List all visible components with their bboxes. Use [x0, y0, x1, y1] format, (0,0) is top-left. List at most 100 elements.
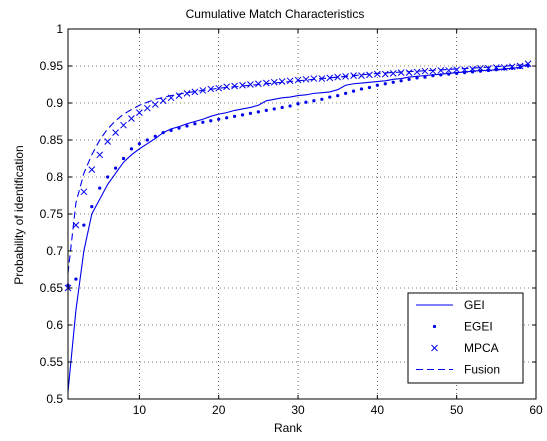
egei-point [455, 71, 459, 75]
egei-point [225, 116, 229, 120]
egei-point [375, 83, 379, 87]
mpca-point [215, 84, 223, 92]
mpca-point [310, 75, 318, 82]
mpca-point [231, 82, 238, 90]
series [64, 60, 532, 392]
egei-point [74, 277, 78, 281]
mpca-point [437, 67, 445, 74]
egei-point [121, 156, 126, 161]
y-tick-label: 0.9 [46, 96, 63, 110]
mpca-point [302, 75, 310, 83]
y-tick-label: 0.55 [40, 355, 64, 369]
egei-point [336, 94, 340, 98]
egei-point [201, 120, 205, 124]
x-tick-label: 60 [529, 403, 543, 417]
egei-point [137, 142, 141, 146]
fusion-line [67, 63, 529, 274]
mpca-point [358, 72, 365, 79]
mpca-point [413, 68, 421, 76]
egei-point [145, 138, 149, 142]
legend-egei-swatch [432, 324, 437, 329]
x-tick-label: 30 [291, 403, 305, 417]
mpca-point [96, 151, 104, 159]
egei-point [383, 82, 387, 86]
egei-point [161, 131, 165, 135]
egei-point [264, 108, 268, 112]
mpca-point [191, 88, 199, 96]
egei-point [129, 147, 134, 151]
egei-point [463, 71, 467, 75]
mpca-point [159, 97, 167, 105]
series-fusion [67, 63, 529, 274]
egei-point [351, 89, 356, 93]
y-tick-label: 0.6 [46, 318, 63, 332]
mpca-point [524, 60, 532, 68]
legend-label-egei: EGEI [464, 320, 493, 334]
egei-point [304, 100, 308, 104]
y-tick-label: 0.7 [46, 244, 63, 258]
chart-title: Cumulative Match Characteristics [186, 7, 365, 21]
mpca-point [485, 64, 492, 72]
egei-point [367, 85, 372, 90]
x-tick-label: 40 [371, 403, 385, 417]
mpca-point [143, 104, 151, 112]
egei-point [177, 126, 181, 130]
egei-point [82, 223, 86, 227]
egei-point [415, 76, 419, 80]
mpca-point [104, 138, 112, 145]
egei-point [185, 124, 189, 128]
mpca-point [500, 64, 508, 71]
mpca-point [389, 70, 397, 77]
mpca-point [183, 90, 191, 97]
egei-point [439, 73, 443, 77]
mpca-point [247, 81, 254, 88]
egei-point [328, 95, 332, 99]
mpca-point [405, 69, 413, 77]
egei-point [113, 166, 118, 170]
y-tick-label: 0.8 [46, 170, 63, 184]
egei-point [169, 128, 173, 132]
egei-point [447, 72, 451, 76]
y-tick-label: 1 [56, 22, 63, 36]
legend-label-fusion: Fusion [464, 363, 500, 377]
mpca-point [270, 78, 278, 86]
series-egei [66, 64, 530, 287]
legend-label-mpca: MPCA [464, 341, 499, 355]
legend-box [407, 292, 524, 384]
legend-label-gei: GEI [464, 298, 485, 312]
egei-point [431, 74, 435, 78]
mpca-point [421, 67, 429, 75]
mpca-point [239, 81, 246, 89]
mpca-point [477, 64, 484, 72]
mpca-point [492, 64, 500, 71]
mpca-point [508, 63, 516, 71]
mpca-point [120, 121, 127, 129]
mpca-point [366, 71, 373, 79]
egei-point [272, 107, 276, 111]
y-tick-label: 0.65 [40, 281, 64, 295]
mpca-point [223, 83, 230, 91]
egei-point [280, 105, 284, 110]
mpca-point [516, 62, 524, 70]
mpca-point [381, 70, 389, 78]
y-tick-label: 0.5 [46, 392, 63, 406]
mpca-point [286, 77, 294, 85]
egei-point [344, 91, 348, 95]
egei-point [391, 80, 395, 84]
egei-point [106, 175, 110, 179]
egei-point [399, 79, 403, 83]
egei-point [359, 87, 364, 91]
mpca-point [151, 101, 159, 108]
mpca-point [453, 66, 461, 74]
y-tick-label: 0.85 [40, 133, 64, 147]
mpca-point [112, 129, 119, 136]
egei-point [153, 134, 157, 138]
mpca-point [278, 78, 286, 85]
egei-point [478, 69, 483, 73]
mpca-point [445, 67, 453, 74]
egei-point [296, 102, 300, 106]
mpca-point [397, 69, 405, 77]
egei-point [217, 117, 221, 121]
mpca-point [294, 76, 302, 84]
